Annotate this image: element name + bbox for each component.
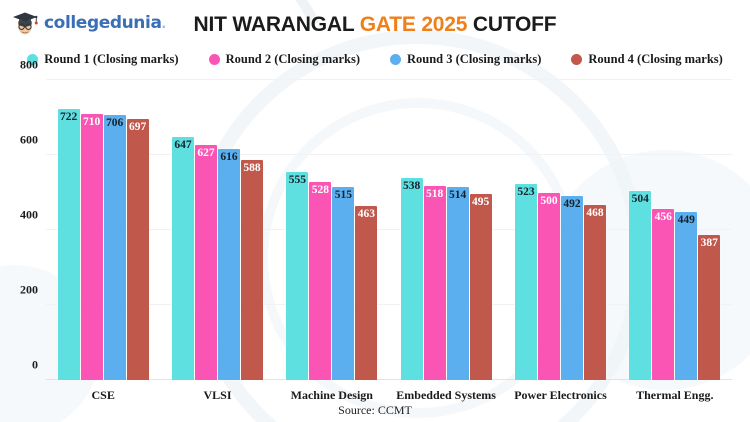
bar[interactable]: 697	[126, 118, 149, 380]
bar[interactable]: 463	[355, 206, 378, 380]
legend-item-round-3[interactable]: Round 3 (Closing marks)	[390, 52, 541, 67]
bar-value-label: 449	[677, 213, 695, 226]
bar-value-label: 523	[517, 185, 535, 198]
bar[interactable]: 500	[537, 192, 560, 380]
bar-value-label: 555	[288, 173, 306, 186]
bar[interactable]: 538	[400, 178, 423, 380]
x-axis-category-label: Embedded Systems	[396, 388, 496, 402]
gridline: 400	[20, 208, 732, 230]
gridline: 800	[20, 58, 732, 80]
plot-area: 800 600 400 200 0 722 710 706 697 CSE 647 627 616 58…	[20, 58, 732, 402]
bar-value-label: 463	[357, 208, 375, 221]
x-axis-category-label: CSE	[91, 388, 115, 402]
brand-name: collegedunia.	[44, 12, 167, 33]
bar[interactable]: 515	[332, 186, 355, 380]
legend-item-round-1[interactable]: Round 1 (Closing marks)	[27, 52, 179, 67]
bar-value-label: 706	[106, 117, 124, 130]
legend-item-label: Round 1 (Closing marks)	[44, 52, 179, 66]
bar-value-label: 697	[129, 120, 147, 133]
y-axis-tick-label: 0	[32, 357, 38, 372]
legend-swatch-icon	[208, 54, 220, 65]
bar[interactable]: 627	[194, 144, 217, 380]
bar-value-label: 710	[83, 115, 101, 128]
chart-legend: Round 1 (Closing marks) Round 2 (Closing …	[0, 52, 750, 67]
page-title: NIT WARANGAL GATE 2025 CUTOFF	[0, 13, 750, 37]
bar-group: 538 518 514 495 Embedded Systems	[396, 80, 496, 402]
legend-swatch-icon	[571, 54, 583, 65]
title-part-1: NIT WARANGAL	[193, 13, 360, 36]
bar[interactable]: 468	[583, 204, 606, 380]
bar[interactable]: 514	[446, 187, 469, 380]
legend-swatch-icon	[27, 54, 39, 65]
bar[interactable]: 555	[286, 171, 309, 380]
bar-value-label: 500	[540, 194, 558, 207]
legend-item-label: Round 2 (Closing marks)	[225, 52, 360, 66]
bar-value-label: 616	[220, 151, 238, 163]
source-note: Source: CCMT	[338, 403, 412, 417]
bar[interactable]: 528	[309, 182, 332, 380]
bar-value-label: 387	[700, 236, 718, 249]
bar-value-label: 627	[197, 146, 215, 159]
bar[interactable]: 710	[80, 113, 103, 380]
x-axis-baseline	[46, 379, 732, 380]
y-axis-tick-label: 600	[20, 132, 38, 147]
x-axis-category-label: Machine Design	[290, 388, 373, 402]
bar-value-label: 468	[586, 206, 604, 219]
bar[interactable]: 518	[423, 185, 446, 380]
y-axis-tick-label: 200	[20, 282, 38, 297]
legend-swatch-icon	[390, 54, 401, 65]
header: collegedunia. NIT WARANGAL GATE 2025 CUT…	[0, 0, 750, 46]
bar[interactable]: 456	[652, 209, 675, 380]
y-axis-tick-label: 800	[20, 57, 38, 72]
bar[interactable]: 449	[675, 211, 698, 380]
bar[interactable]: 387	[698, 234, 721, 380]
x-axis-category-label: VLSI	[203, 388, 232, 402]
bar-group: 555 528 515 463 Machine Design	[286, 80, 378, 402]
graduate-mascot-icon	[10, 8, 40, 38]
legend-item-label: Round 4 (Closing marks)	[588, 52, 723, 66]
bar[interactable]: 588	[240, 159, 263, 380]
bar-value-label: 538	[403, 180, 421, 193]
legend-item-round-2[interactable]: Round 2 (Closing marks)	[208, 52, 360, 67]
y-axis-tick-label: 400	[20, 207, 38, 222]
bar[interactable]: 495	[469, 194, 492, 380]
brand-logo[interactable]: collegedunia.	[10, 8, 166, 38]
title-accent: GATE 2025	[359, 13, 468, 36]
bar-value-label: 515	[334, 188, 352, 201]
title-part-2: CUTOFF	[467, 13, 557, 36]
bar-groups: 722 710 706 697 CSE 647 627 616 588 VLSI 555 528 515…	[46, 80, 732, 402]
bar[interactable]: 722	[57, 109, 80, 380]
bar-value-label: 504	[631, 193, 649, 205]
bar-group: 647 627 616 588 VLSI	[171, 80, 263, 402]
bar-group: 722 710 706 697 CSE	[57, 80, 149, 402]
bar-value-label: 456	[654, 211, 672, 223]
bar[interactable]: 492	[560, 195, 583, 380]
gridline: 200	[20, 283, 732, 305]
bar[interactable]: 504	[629, 191, 652, 380]
bar-value-label: 722	[60, 111, 78, 124]
bar[interactable]: 523	[514, 183, 537, 380]
legend-item-label: Round 3 (Closing marks)	[407, 52, 542, 66]
bar-group: 523 500 492 468 Power Electronics	[514, 80, 607, 402]
bar-value-label: 518	[426, 187, 444, 200]
x-axis-category-label: Power Electronics	[514, 388, 607, 402]
bar-value-label: 647	[174, 139, 192, 152]
brand-tld: .	[161, 16, 167, 31]
bar-value-label: 514	[449, 189, 467, 202]
gridline: 600	[20, 133, 732, 155]
legend-item-round-4[interactable]: Round 4 (Closing marks)	[571, 52, 723, 67]
bar-value-label: 492	[563, 197, 581, 210]
bar[interactable]: 706	[103, 115, 126, 380]
bar-value-label: 528	[311, 184, 329, 196]
bar[interactable]: 647	[171, 137, 194, 380]
x-axis-category-label: Thermal Engg.	[636, 388, 714, 402]
bar[interactable]: 616	[217, 149, 240, 380]
bar-group: 504 456 449 387 Thermal Engg.	[629, 80, 721, 402]
bar-value-label: 588	[243, 161, 261, 174]
bar-value-label: 495	[472, 196, 490, 209]
